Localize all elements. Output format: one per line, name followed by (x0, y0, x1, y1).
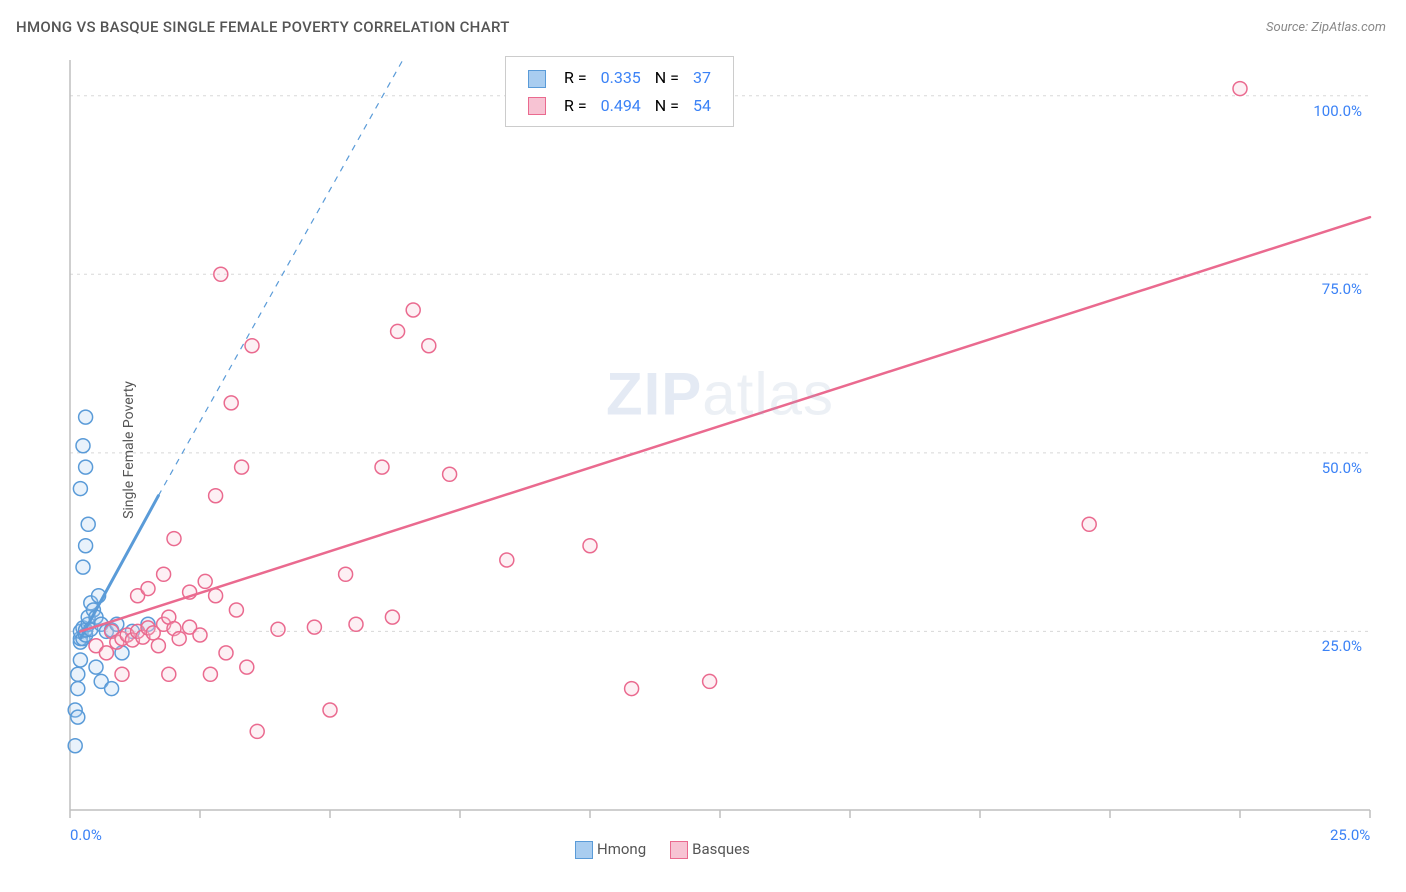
legend-swatch (528, 70, 546, 88)
legend-r-value: 0.494 (595, 93, 647, 119)
y-tick-label: 50.0% (1322, 459, 1362, 477)
legend-table: R =0.335N =37R =0.494N =54 (520, 63, 719, 120)
legend-swatch (528, 97, 546, 115)
legend-item-label: Basques (692, 840, 750, 858)
legend-swatch (670, 841, 688, 859)
chart-title: HMONG VS BASQUE SINGLE FEMALE POVERTY CO… (16, 18, 510, 36)
legend-r-label: R = (558, 93, 593, 119)
legend-n-value: 54 (687, 93, 717, 119)
x-tick-label: 0.0% (70, 826, 102, 844)
legend-n-label: N = (649, 93, 685, 119)
source-attribution: Source: ZipAtlas.com (1266, 20, 1386, 35)
y-tick-label: 75.0% (1322, 280, 1362, 298)
x-tick-label: 25.0% (1330, 826, 1370, 844)
legend-row: R =0.494N =54 (522, 93, 717, 119)
legend-correlation-box: R =0.335N =37R =0.494N =54 (505, 56, 734, 127)
y-tick-label: 25.0% (1322, 637, 1362, 655)
legend-r-value: 0.335 (595, 65, 647, 91)
y-axis-label: Single Female Poverty (121, 381, 137, 519)
scatter-svg (50, 50, 1390, 850)
legend-series: Hmong Basques (575, 840, 774, 859)
y-tick-label: 100.0% (1313, 102, 1362, 120)
legend-row: R =0.335N =37 (522, 65, 717, 91)
legend-item-label: Hmong (597, 840, 646, 858)
legend-n-label: N = (649, 65, 685, 91)
legend-r-label: R = (558, 65, 593, 91)
legend-swatch (575, 841, 593, 859)
plot-area: Single Female Poverty ZIPatlas (50, 50, 1390, 850)
legend-n-value: 37 (687, 65, 717, 91)
